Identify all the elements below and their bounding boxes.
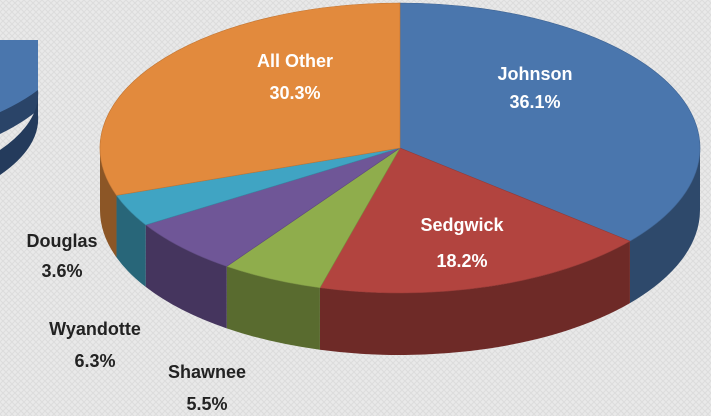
neighbor-pie-fragment (0, 40, 39, 175)
slice-label: Douglas (26, 231, 97, 251)
pie-side (319, 241, 630, 355)
slice-value-label: 18.2% (436, 251, 487, 271)
pie-side (629, 148, 700, 304)
pie-side (145, 224, 227, 329)
slice-label: Sedgwick (420, 215, 504, 235)
slice-value-label: 5.5% (186, 394, 227, 414)
pie-slice (99, 2, 401, 196)
pie-side (100, 148, 117, 258)
slice-label: Shawnee (168, 362, 246, 382)
slice-value-label: 3.6% (41, 261, 82, 281)
slice-label: Wyandotte (49, 319, 141, 339)
pie-side (226, 266, 320, 350)
slice-value-label: 30.3% (269, 83, 320, 103)
pie-slice (319, 147, 631, 294)
pie-slice (145, 147, 401, 267)
slice-label: Johnson (498, 64, 573, 84)
pie-slice (399, 2, 701, 242)
pie-side (116, 195, 146, 287)
slice-label: All Other (257, 51, 333, 71)
slice-value-label: 6.3% (74, 351, 115, 371)
slice-value-label: 36.1% (509, 92, 560, 112)
